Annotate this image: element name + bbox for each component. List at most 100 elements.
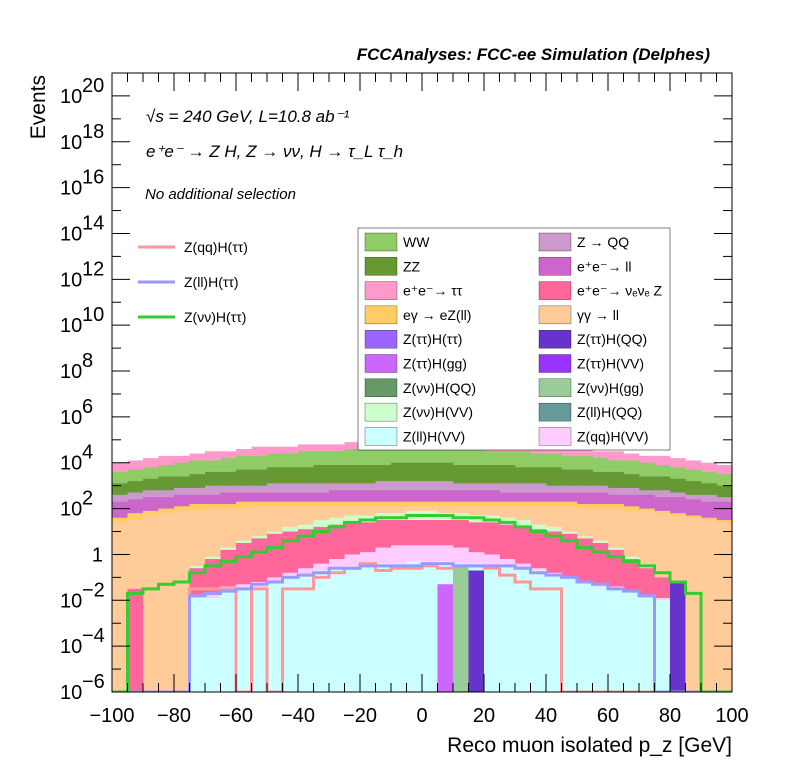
histogram-bar	[391, 563, 407, 692]
y-tick-label: 10	[60, 315, 82, 337]
x-tick-label: −40	[281, 705, 315, 727]
legend-swatch	[538, 402, 572, 422]
histogram-bar	[127, 588, 144, 692]
legend-swatch	[538, 378, 572, 397]
x-tick-label: 80	[659, 705, 681, 727]
y-tick-label: 10	[60, 682, 82, 704]
y-tick-exponent: −4	[82, 625, 105, 647]
histogram-bar	[406, 561, 423, 692]
histogram-bar	[329, 568, 345, 692]
y-tick-exponent: 6	[82, 396, 93, 418]
histogram-bars	[112, 442, 732, 692]
y-tick-label: 10	[60, 269, 82, 291]
x-tick-label: −60	[219, 705, 253, 727]
y-tick-exponent: 20	[82, 75, 104, 97]
legend-swatch	[364, 354, 398, 373]
legend-label: ZZ	[403, 258, 421, 274]
legend-label: Z(qq)H(VV)	[577, 428, 649, 444]
legend-label: Z → QQ	[577, 234, 629, 250]
y-tick-label: 10	[60, 590, 82, 612]
histogram-bar	[298, 575, 314, 692]
histogram-bar	[189, 598, 206, 692]
histogram-bar	[422, 561, 438, 692]
legend-label: Z(ll)H(VV)	[403, 428, 465, 444]
y-tick-label: 10	[60, 223, 82, 245]
y-tick-label: 10	[60, 178, 82, 200]
legend: Z(qq)H(ττ) Z(ll)H(ττ) Z(νν)H(ττ) WW Z → QQ ZZ…	[138, 227, 671, 451]
legend-swatch	[538, 232, 572, 252]
y-tick-exponent: 14	[82, 212, 104, 234]
legend-label: Z(νν)H(VV)	[403, 404, 473, 420]
signal-bar	[670, 581, 686, 692]
legend-swatch	[364, 330, 398, 349]
y-tick-label: 10	[60, 499, 82, 521]
histogram-bar	[499, 565, 516, 692]
x-axis-label: Reco muon isolated p_z [GeV]	[447, 734, 732, 757]
legend-swatch	[364, 281, 398, 300]
legend-swatch	[364, 378, 398, 397]
y-tick-exponent: 4	[82, 442, 93, 464]
histogram-bar	[685, 517, 702, 692]
legend-label: Z(νν)H(gg)	[577, 380, 644, 396]
histogram-bar	[375, 563, 392, 692]
legend-swatch	[538, 257, 572, 276]
histogram-bar	[484, 565, 500, 692]
legend-label: e⁺e⁻→ ττ	[403, 283, 463, 299]
x-tick-label: 40	[535, 705, 557, 727]
histogram-bar	[158, 513, 175, 692]
legend-swatch	[364, 232, 398, 252]
histogram-bar	[546, 575, 562, 692]
y-tick-exponent: 18	[82, 121, 104, 143]
legend-line-label: Z(νν)H(ττ)	[184, 309, 246, 325]
x-tick-label: 60	[597, 705, 619, 727]
legend-label: Z(ττ)H(VV)	[577, 356, 644, 372]
legend-label: Z(ττ)H(QQ)	[577, 331, 647, 347]
histogram-bar	[577, 581, 593, 692]
chart-title: FCCAnalyses: FCC-ee Simulation (Delphes)	[357, 45, 711, 64]
legend-swatch	[364, 427, 398, 446]
y-tick-exponent: −2	[82, 579, 105, 601]
histogram-bar	[561, 577, 578, 692]
legend-line-label: Z(qq)H(ττ)	[184, 239, 248, 255]
legend-label: WW	[403, 234, 430, 250]
y-tick-exponent: 2	[82, 488, 93, 510]
x-tick-label: −20	[343, 705, 377, 727]
legend-line-label: Z(ll)H(ττ)	[184, 274, 239, 290]
histogram-bar	[344, 565, 361, 692]
y-tick-label: 10	[60, 407, 82, 429]
histogram-bar	[701, 520, 717, 692]
histogram-bar	[220, 591, 237, 692]
y-tick-exponent: 16	[82, 167, 104, 189]
signal-line	[112, 562, 732, 692]
legend-label: Z(ττ)H(ττ)	[403, 331, 462, 347]
x-tick-label: 20	[473, 705, 495, 727]
histogram-bar	[267, 581, 283, 692]
y-tick-label: 10	[60, 636, 82, 658]
x-tick-label: 0	[416, 705, 427, 727]
histogram-bar	[143, 515, 159, 692]
histogram-bar	[236, 588, 252, 692]
legend-label: Z(ll)H(QQ)	[577, 404, 642, 420]
legend-swatch	[364, 305, 398, 325]
histogram-bar	[112, 522, 128, 692]
histogram-bar	[174, 510, 190, 692]
legend-swatch	[364, 402, 398, 422]
legend-swatch	[538, 330, 572, 349]
x-tick-label: −80	[157, 705, 191, 727]
y-tick-exponent: −6	[82, 671, 105, 693]
histogram-bar	[251, 588, 268, 692]
legend-box	[357, 227, 671, 451]
histogram-bar	[592, 586, 609, 692]
plot-area	[112, 442, 732, 692]
y-tick-label: 1	[92, 544, 103, 566]
legend-label: Z(νν)H(QQ)	[403, 380, 476, 396]
histogram-bar	[313, 570, 330, 692]
y-tick-exponent: 12	[82, 258, 104, 280]
y-axis-label: Events	[27, 75, 50, 139]
y-tick-label: 10	[60, 86, 82, 108]
histogram-bar	[639, 598, 655, 692]
selection-annotation: No additional selection	[145, 186, 296, 203]
y-tick-label: 10	[60, 361, 82, 383]
y-tick-label: 10	[60, 453, 82, 475]
